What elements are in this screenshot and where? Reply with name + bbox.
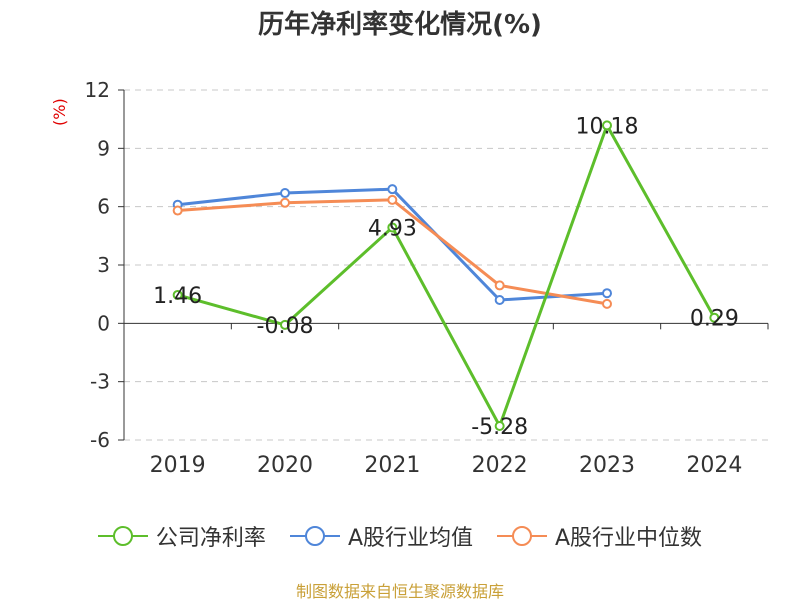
y-tick-label: -3 bbox=[90, 370, 110, 394]
y-tick-label: 6 bbox=[97, 195, 110, 219]
data-point bbox=[280, 188, 290, 199]
data-source-note: 制图数据来自恒生聚源数据库 bbox=[295, 582, 504, 601]
series-line bbox=[177, 123, 716, 428]
y-tick-label: 12 bbox=[85, 78, 110, 102]
legend-item-industry-mean[interactable]: A股行业均值 bbox=[289, 520, 473, 552]
data-label: 10.18 bbox=[576, 114, 639, 139]
series-line bbox=[177, 198, 608, 306]
legend-label: 公司净利率 bbox=[155, 526, 266, 551]
x-tick-label: 2020 bbox=[257, 453, 313, 478]
x-tick-label: 2019 bbox=[150, 453, 206, 478]
chart-title: 历年净利率变化情况(%) bbox=[258, 10, 542, 40]
data-label: 4.93 bbox=[368, 216, 417, 241]
data-point bbox=[602, 298, 612, 309]
data-label: 1.46 bbox=[153, 284, 202, 309]
legend: 公司净利率 A股行业均值 A股行业中位数 bbox=[0, 520, 800, 552]
y-tick-label: 9 bbox=[97, 136, 110, 160]
x-tick-label: 2022 bbox=[472, 453, 528, 478]
data-point bbox=[494, 295, 505, 305]
legend-marker-icon bbox=[97, 525, 148, 547]
x-tick-label: 2023 bbox=[579, 453, 635, 478]
data-point bbox=[494, 280, 505, 291]
data-point bbox=[280, 197, 290, 208]
data-point bbox=[387, 184, 398, 195]
data-label: 0.29 bbox=[690, 307, 739, 332]
data-point bbox=[387, 194, 398, 205]
legend-label: A股行业中位数 bbox=[555, 526, 703, 551]
data-point bbox=[602, 120, 612, 131]
data-point bbox=[602, 288, 612, 299]
x-tick-label: 2021 bbox=[364, 453, 420, 478]
y-tick-label: -6 bbox=[90, 428, 110, 452]
data-point bbox=[709, 312, 720, 323]
data-point bbox=[387, 222, 398, 233]
legend-item-industry-median[interactable]: A股行业中位数 bbox=[497, 520, 702, 552]
x-tick-label: 2024 bbox=[686, 453, 742, 478]
legend-item-company[interactable]: 公司净利率 bbox=[97, 520, 266, 552]
legend-marker-icon bbox=[497, 525, 547, 547]
data-label: -0.08 bbox=[257, 314, 314, 339]
legend-label: A股行业均值 bbox=[347, 526, 473, 551]
data-point bbox=[172, 289, 183, 300]
data-point bbox=[494, 421, 505, 431]
data-point bbox=[172, 205, 183, 216]
legend-marker-icon bbox=[289, 525, 340, 547]
y-tick-label: 0 bbox=[97, 311, 110, 335]
line-chart: -6 -3 0 3 6 9 12 2019 2020 2021 2022 2023 2024 1.46 -0… bbox=[85, 78, 769, 478]
data-point bbox=[280, 319, 290, 330]
y-tick-label: 3 bbox=[97, 253, 110, 277]
data-label: -5.28 bbox=[471, 415, 528, 440]
